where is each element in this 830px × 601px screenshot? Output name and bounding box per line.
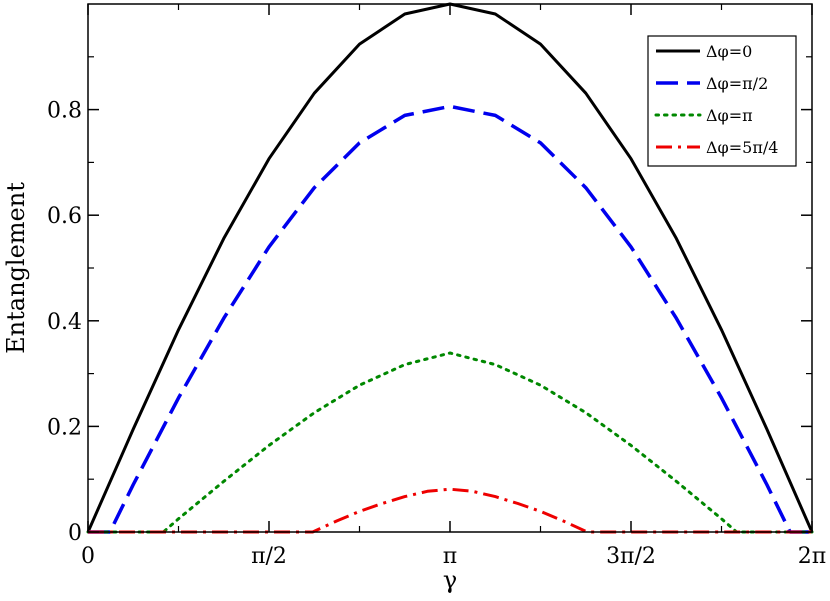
legend-label-2: Δφ=π — [706, 106, 753, 125]
y-axis-title: Entanglement — [2, 182, 30, 354]
x-tick-label-0: 0 — [81, 544, 95, 569]
legend-label-3: Δφ=5π/4 — [706, 138, 778, 157]
series-line-3 — [88, 487, 812, 534]
y-tick-label-3: 0.6 — [47, 204, 82, 229]
x-tick-label-1: π/2 — [251, 544, 287, 569]
x-tick-label-4: 2π — [798, 544, 826, 569]
legend: Δφ=0 Δφ=π/2 Δφ=π Δφ=5π/4 — [647, 35, 797, 167]
x-tick-label-3: 3π/2 — [606, 544, 656, 569]
y-tick-label-0: 0 — [68, 521, 82, 546]
x-axis-title: γ — [443, 566, 457, 594]
x-tick-label-2: π — [443, 544, 457, 569]
legend-label-0: Δφ=0 — [706, 42, 752, 61]
y-tick-label-4: 0.8 — [47, 99, 82, 124]
legend-box — [647, 35, 797, 167]
series-line-2 — [86, 351, 814, 534]
y-tick-label-1: 0.2 — [47, 415, 82, 440]
series-line-1 — [88, 104, 812, 534]
y-tick-label-2: 0.4 — [47, 310, 82, 335]
plot-frame — [87, 3, 813, 533]
legend-label-1: Δφ=π/2 — [706, 74, 768, 93]
tick-layer: 0 π/2 π 3π/2 2π 0 0.2 0.4 0.6 0.8 — [47, 4, 826, 569]
